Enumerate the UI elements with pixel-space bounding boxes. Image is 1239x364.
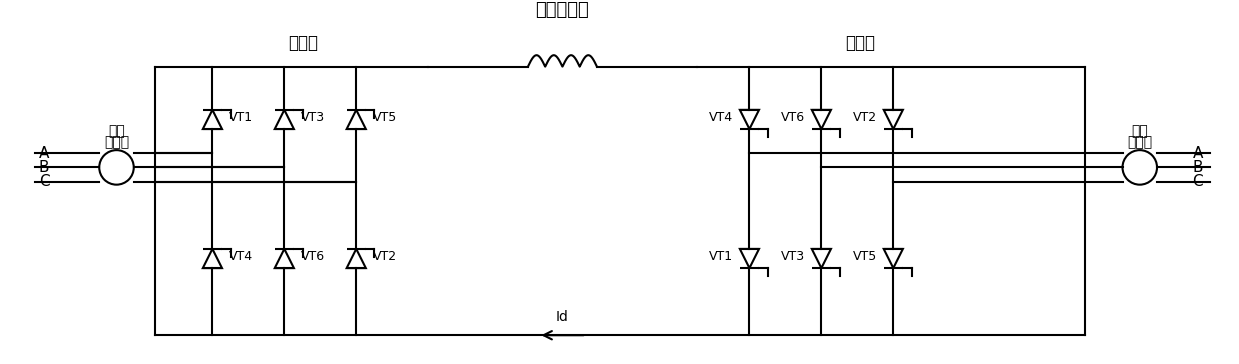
Text: 平波电抗器: 平波电抗器 bbox=[535, 1, 590, 19]
Text: VT3: VT3 bbox=[301, 111, 325, 124]
Text: 整流桥: 整流桥 bbox=[289, 34, 318, 52]
Text: Id: Id bbox=[556, 310, 569, 324]
Text: C: C bbox=[1192, 174, 1203, 189]
Text: VT6: VT6 bbox=[781, 111, 805, 124]
Text: 互感器: 互感器 bbox=[104, 135, 129, 150]
Text: VT2: VT2 bbox=[852, 111, 877, 124]
Text: VT2: VT2 bbox=[373, 250, 396, 263]
Text: VT4: VT4 bbox=[229, 250, 253, 263]
Text: VT1: VT1 bbox=[229, 111, 253, 124]
Text: VT4: VT4 bbox=[709, 111, 733, 124]
Text: A: A bbox=[38, 146, 50, 161]
Text: B: B bbox=[38, 160, 50, 175]
Text: 电流: 电流 bbox=[108, 124, 125, 138]
Text: VT6: VT6 bbox=[301, 250, 325, 263]
Text: VT3: VT3 bbox=[781, 250, 805, 263]
Text: VT5: VT5 bbox=[373, 111, 396, 124]
Text: B: B bbox=[1193, 160, 1203, 175]
Text: 逆变桥: 逆变桥 bbox=[845, 34, 875, 52]
Text: 互感器: 互感器 bbox=[1127, 135, 1152, 150]
Text: 电流: 电流 bbox=[1131, 124, 1149, 138]
Text: VT5: VT5 bbox=[852, 250, 877, 263]
Text: A: A bbox=[1193, 146, 1203, 161]
Text: VT1: VT1 bbox=[709, 250, 733, 263]
Text: C: C bbox=[38, 174, 50, 189]
